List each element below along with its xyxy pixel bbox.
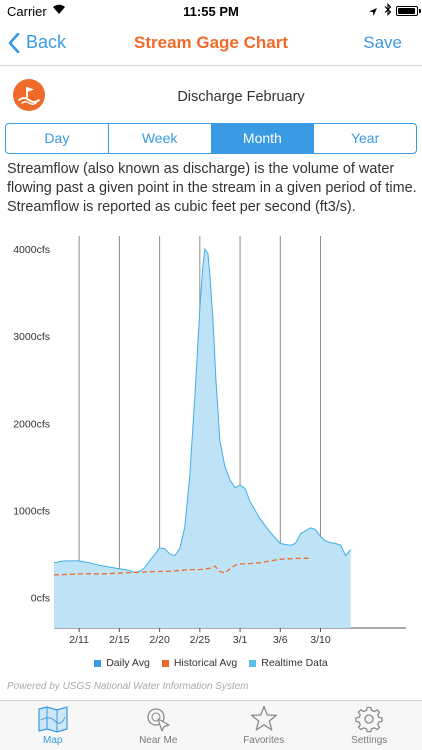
y-tick-label-3: 3000cfs: [13, 331, 50, 343]
powered-by-note: Powered by USGS National Water Informati…: [7, 681, 249, 692]
back-button[interactable]: Back: [8, 32, 66, 53]
tab-label-near-me: Near Me: [139, 735, 178, 746]
gear-icon: [355, 706, 383, 733]
y-tick-label-1: 1000cfs: [13, 505, 50, 517]
carrier-label: Carrier: [7, 4, 47, 19]
y-tick-label-2: 2000cfs: [13, 418, 50, 430]
y-tick-label-4: 4000cfs: [13, 244, 50, 256]
chart-ticks: 0cfs 1000cfs 2000cfs 3000cfs 4000cfs 2/11 2/15…: [13, 244, 331, 646]
segment-month[interactable]: Month: [210, 124, 314, 153]
legend-item-historical-avg: Historical Avg: [161, 657, 238, 669]
bluetooth-icon: [384, 3, 392, 19]
tab-label-map: Map: [43, 735, 63, 746]
x-tick-label-0: 2/11: [69, 634, 89, 646]
x-tick-label-5: 3/6: [273, 634, 288, 646]
tab-favorites[interactable]: Favorites: [211, 701, 317, 750]
tab-near-me[interactable]: Near Me: [106, 701, 212, 750]
discharge-chart: 0cfs 1000cfs 2000cfs 3000cfs 4000cfs 2/11 2/15…: [13, 236, 406, 646]
realtime-area: [54, 249, 351, 628]
navigation-bar: Back Stream Gage Chart Save: [0, 22, 422, 66]
y-tick-label-0: 0cfs: [31, 593, 50, 605]
segment-year[interactable]: Year: [313, 124, 416, 153]
legend-label-historical-avg: Historical Avg: [173, 657, 238, 669]
app-logo: [13, 79, 45, 111]
chart-legend: Daily Avg Historical Avg Realtime Data: [0, 657, 422, 669]
x-tick-label-2: 2/20: [149, 634, 170, 646]
streamflow-description: Streamflow (also known as discharge) is …: [7, 161, 417, 215]
tab-bar: Map Near Me Favorites Settings: [0, 700, 422, 750]
tab-map[interactable]: Map: [0, 701, 106, 750]
save-button[interactable]: Save: [363, 33, 402, 52]
star-icon: [250, 705, 277, 731]
time-range-segmented-control: Day Week Month Year: [5, 123, 417, 154]
battery-icon: [396, 6, 421, 16]
x-tick-label-3: 2/25: [190, 634, 211, 646]
status-time: 11:55 PM: [183, 4, 239, 19]
location-arrow-icon: [368, 5, 378, 20]
tab-label-settings: Settings: [351, 735, 388, 746]
legend-swatch-realtime-data: [249, 659, 257, 667]
back-label: Back: [26, 32, 67, 52]
near-me-icon: [147, 708, 170, 732]
status-bar: Carrier 11:55 PM: [0, 0, 422, 22]
map-icon: [38, 706, 68, 733]
wifi-icon: [52, 3, 66, 18]
legend-item-realtime-data: Realtime Data: [249, 657, 328, 669]
legend-swatch-daily-avg: [94, 659, 102, 667]
x-tick-label-6: 3/10: [310, 634, 331, 646]
legend-swatch-historical-avg: [161, 659, 169, 667]
legend-label-daily-avg: Daily Avg: [106, 657, 150, 669]
tab-label-favorites: Favorites: [243, 735, 285, 746]
segment-day[interactable]: Day: [44, 130, 70, 146]
chevron-left-icon: [8, 32, 20, 53]
legend-item-daily-avg: Daily Avg: [94, 657, 150, 669]
chart-heading: Discharge February: [177, 89, 305, 105]
x-tick-label-1: 2/15: [109, 634, 130, 646]
x-tick-label-4: 3/1: [233, 634, 248, 646]
tab-settings[interactable]: Settings: [317, 701, 422, 750]
historical-avg-line: [53, 557, 311, 576]
segment-week[interactable]: Week: [107, 124, 211, 153]
chart-series: [53, 247, 352, 628]
legend-label-realtime-data: Realtime Data: [261, 657, 328, 669]
